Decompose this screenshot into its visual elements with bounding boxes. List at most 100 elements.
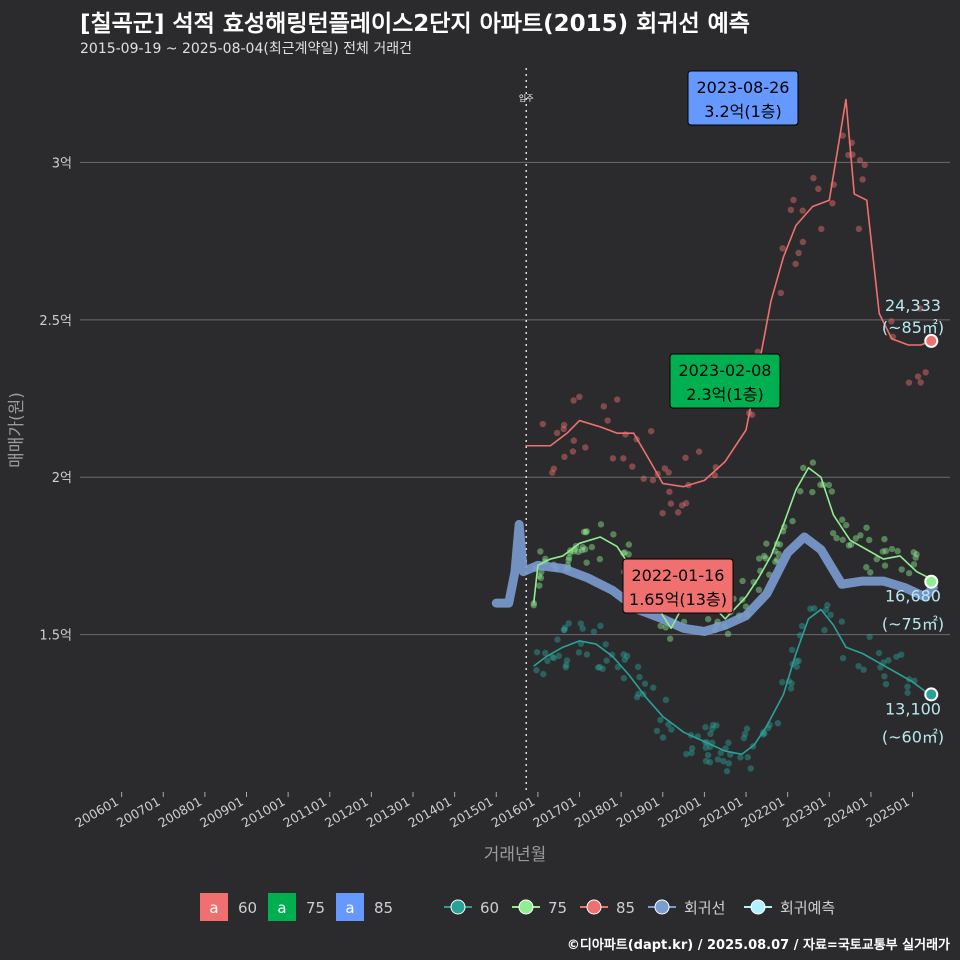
chart-subtitle: 2015-09-19 ~ 2025-08-04(최근계약일) 전체 거래건: [80, 41, 412, 57]
scatter-point-60: [590, 628, 598, 635]
x-tick-label: 201501: [447, 794, 496, 831]
scatter-point-85: [659, 509, 666, 517]
scatter-point-85: [799, 207, 806, 214]
scatter-point-60: [563, 657, 571, 664]
scatter-point-60: [882, 680, 890, 688]
scatter-point-75: [857, 532, 864, 539]
scatter-point-75: [910, 561, 918, 568]
scatter-point-60: [583, 651, 591, 658]
legend-marker-3: [654, 899, 670, 915]
scatter-point-60: [747, 765, 754, 772]
scatter-point-75: [817, 481, 824, 488]
scatter-point-60: [788, 680, 795, 687]
scatter-point-60: [565, 620, 572, 627]
end-area-60: (~60㎡): [882, 727, 944, 746]
scatter-point-85: [569, 448, 577, 455]
scatter-point-75: [829, 529, 837, 537]
end-area-75: (~75㎡): [882, 615, 944, 634]
scatter-point-60: [562, 664, 569, 671]
scatter-point-75: [597, 521, 605, 528]
annotation-date-75: 2023-02-08: [679, 361, 772, 380]
chart-title: [칠곡군] 석적 효성해링턴플레이스2단지 아파트(2015) 회귀선 예측: [80, 11, 750, 37]
scatter-point-75: [772, 558, 779, 565]
scatter-point-85: [561, 453, 568, 461]
scatter-point-60: [603, 657, 610, 664]
scatter-point-60: [620, 651, 627, 658]
x-tick-label: 202001: [655, 794, 704, 831]
scatter-point-60: [839, 654, 847, 662]
legend-label-swatch-text: a: [277, 899, 286, 917]
scatter-point-75: [705, 615, 712, 623]
scatter-point-85: [815, 185, 822, 193]
scatter-point-60: [709, 721, 717, 729]
scatter-point-85: [810, 174, 817, 182]
legend-line-text: 60: [480, 899, 499, 917]
scatter-point-85: [667, 500, 675, 507]
annotation-box-75: [669, 353, 781, 409]
scatter-point-75: [762, 555, 769, 562]
scatter-point-75: [565, 554, 573, 561]
scatter-point-60: [709, 725, 716, 732]
scatter-point-75: [879, 548, 887, 555]
scatter-point-60: [540, 670, 547, 678]
scatter-point-60: [707, 730, 714, 738]
scatter-point-85: [609, 455, 617, 462]
scatter-point-75: [797, 488, 804, 495]
scatter-point-75: [596, 555, 604, 563]
scatter-point-85: [779, 245, 786, 252]
scatter-point-75: [839, 536, 846, 543]
scatter-point-60: [725, 739, 732, 746]
y-tick-label: 1.5억: [39, 629, 72, 644]
scatter-point-85: [888, 318, 895, 325]
end-label-85: 24,333: [885, 296, 941, 315]
scatter-point-60: [653, 727, 661, 735]
scatter-point-85: [674, 509, 682, 516]
scatter-point-75: [881, 535, 888, 543]
legend-line-text: 회귀예측: [780, 899, 835, 917]
scatter-point-60: [659, 734, 667, 741]
scatter-point-60: [740, 734, 748, 742]
annotation-date-60: 2022-01-16: [632, 566, 725, 585]
scatter-point-85: [648, 427, 655, 435]
scatter-point-60: [807, 605, 814, 612]
scatter-point-75: [583, 528, 590, 535]
x-tick-label: 201301: [364, 794, 413, 831]
x-tick-label: 201201: [322, 794, 371, 831]
legend-marker-4: [750, 899, 766, 915]
scatter-point-60: [798, 622, 806, 630]
scatter-point-75: [755, 586, 763, 594]
scatter-point-85: [859, 176, 866, 183]
scatter-point-60: [877, 664, 884, 671]
scatter-point-75: [537, 548, 544, 555]
legend-line-text: 75: [548, 899, 567, 917]
scatter-point-85: [790, 196, 797, 204]
scatter-point-75: [625, 551, 632, 558]
scatter-point-85: [799, 238, 807, 246]
annotation-value-85: 3.2억(1층): [704, 102, 782, 121]
scatter-point-60: [793, 658, 800, 665]
x-tick-label: 202101: [697, 794, 746, 831]
scatter-point-75: [578, 547, 586, 554]
scatter-point-60: [623, 652, 631, 660]
scatter-point-75: [565, 556, 572, 564]
scatter-point-60: [893, 653, 900, 660]
scatter-point-60: [885, 657, 892, 664]
scatter-point-75: [625, 541, 633, 548]
scatter-point-85: [604, 417, 611, 424]
scatter-point-75: [579, 543, 586, 551]
scatter-point-75: [575, 548, 582, 556]
scatter-point-85: [640, 475, 647, 482]
legend-marker-0: [450, 899, 466, 915]
scatter-point-85: [695, 448, 703, 455]
scatter-point-60: [838, 618, 845, 625]
scatter-point-60: [822, 606, 830, 614]
legend-label-swatch-75: [268, 893, 296, 921]
scatter-point-85: [829, 200, 836, 207]
scatter-point-85: [787, 206, 795, 214]
scatter-point-60: [688, 749, 695, 757]
scatter-point-75: [863, 564, 870, 571]
x-tick-label: 201101: [280, 794, 329, 831]
scatter-point-75: [621, 549, 628, 556]
scatter-point-60: [875, 649, 883, 657]
scatter-point-85: [560, 421, 568, 429]
